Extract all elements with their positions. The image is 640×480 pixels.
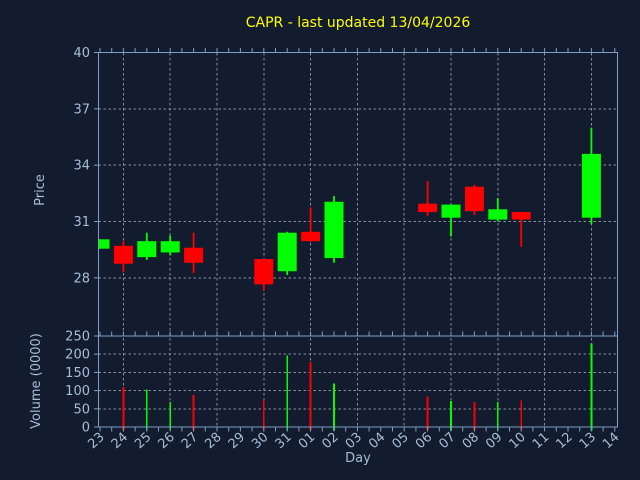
price-tick-label-40: 40 — [73, 46, 90, 61]
chart-title: CAPR - last updated 13/04/2026 — [246, 15, 471, 31]
x-tick-label-30: 30 — [249, 430, 271, 452]
candle-27 — [184, 232, 204, 274]
price-tick-label-28: 28 — [73, 271, 90, 286]
price-tick-label-31: 31 — [73, 215, 90, 230]
candle-13 — [581, 127, 601, 225]
candle-08 — [464, 184, 484, 215]
x-tick-label-25: 25 — [132, 430, 154, 452]
candle-10 — [511, 212, 531, 247]
volume-tick-label-250: 250 — [65, 330, 90, 345]
x-tick-label-08: 08 — [460, 430, 482, 452]
candle-body-30 — [254, 259, 274, 285]
candle-body-23 — [98, 239, 110, 249]
candle-body-25 — [137, 241, 157, 258]
candle-26 — [160, 235, 180, 256]
plot-frame — [97, 51, 619, 428]
candle-body-01 — [301, 231, 321, 242]
candle-02 — [324, 196, 344, 263]
x-tick-label-10: 10 — [507, 430, 529, 452]
candle-body-08 — [464, 186, 484, 212]
candle-25 — [137, 232, 157, 260]
candle-07 — [441, 204, 461, 237]
candle-body-02 — [324, 201, 344, 259]
candle-06 — [418, 181, 438, 216]
x-tick-label-09: 09 — [483, 430, 505, 452]
x-tick-label-04: 04 — [366, 430, 388, 452]
candle-body-26 — [160, 241, 180, 253]
x-tick-label-31: 31 — [273, 430, 295, 452]
candle-body-07 — [441, 204, 461, 218]
candle-23 — [98, 239, 110, 249]
x-tick-label-24: 24 — [109, 430, 131, 452]
candle-body-09 — [488, 209, 508, 220]
x-tick-label-13: 13 — [577, 430, 599, 452]
x-tick-label-26: 26 — [156, 430, 178, 452]
price-tick-label-37: 37 — [73, 102, 90, 117]
x-tick-label-12: 12 — [553, 430, 575, 452]
x-tick-label-01: 01 — [296, 430, 318, 452]
price-axis-label: Price — [33, 174, 48, 206]
candle-body-27 — [184, 247, 204, 263]
volume-tick-label-100: 100 — [65, 384, 90, 399]
volume-axis-label: Volume (0000) — [29, 333, 44, 429]
volume-bars — [122, 343, 593, 431]
candle-09 — [488, 198, 508, 222]
x-tick-label-11: 11 — [530, 430, 552, 452]
volume-tick-label-150: 150 — [65, 366, 90, 381]
candle-01 — [301, 207, 321, 243]
x-tick-label-02: 02 — [319, 430, 341, 452]
candle-body-24 — [113, 245, 133, 264]
x-tick-label-05: 05 — [390, 430, 412, 452]
x-tick-label-28: 28 — [202, 430, 224, 452]
axes-spines — [97, 51, 619, 428]
volume-tick-label-50: 50 — [73, 402, 90, 417]
candle-body-10 — [511, 212, 531, 220]
x-axis-label: Day — [345, 451, 371, 466]
x-tick-label-14: 14 — [600, 430, 622, 452]
x-tick-label-03: 03 — [343, 430, 365, 452]
candle-30 — [254, 259, 274, 291]
gridlines — [98, 53, 618, 427]
volume-tick-label-200: 200 — [65, 348, 90, 363]
candle-body-06 — [418, 203, 438, 213]
x-tick-label-07: 07 — [436, 430, 458, 452]
candle-body-13 — [581, 153, 601, 218]
x-tick-label-29: 29 — [226, 430, 248, 452]
volume-tick-label-0: 0 — [82, 421, 90, 436]
x-tick-label-06: 06 — [413, 430, 435, 452]
candles — [98, 127, 601, 291]
price-tick-label-34: 34 — [73, 159, 90, 174]
candle-body-31 — [277, 232, 297, 272]
candle-31 — [277, 231, 297, 275]
candle-24 — [113, 241, 133, 273]
tick-marks — [94, 48, 616, 432]
x-tick-label-27: 27 — [179, 430, 201, 452]
